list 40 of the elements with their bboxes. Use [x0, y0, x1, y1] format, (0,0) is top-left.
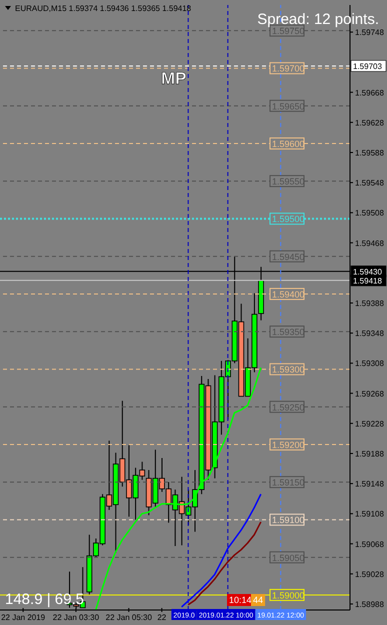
annotation: 44	[253, 595, 264, 605]
line-series	[180, 493, 262, 608]
y-tick-label: 1.59548	[355, 178, 384, 188]
y-tick-label: 1.59388	[355, 298, 384, 308]
y-tick-label: 1.59228	[355, 419, 384, 428]
y-tick-label: 1.59188	[355, 449, 384, 458]
ref-line-label: MP	[161, 68, 186, 88]
y-tick-label: 1.59108	[355, 510, 384, 519]
ref-line-label: 1.59700	[272, 64, 305, 74]
ref-line-label: 1.59400	[272, 289, 305, 300]
y-tick-label: 1.59268	[355, 389, 384, 398]
y-tick-label: 1.59468	[355, 238, 384, 248]
x-tick-label: 22 Jan 2019	[1, 613, 46, 622]
y-tick-label: 1.59668	[355, 88, 384, 98]
y-tick-label: 1.59418	[353, 276, 382, 286]
ref-line-label: 1.59000	[272, 590, 305, 600]
y-tick-label: 1.59348	[355, 329, 384, 338]
y-tick-label: 1.59628	[355, 118, 384, 128]
line-series	[95, 366, 262, 610]
annotation: 10:14	[229, 595, 252, 605]
y-tick-label: 1.59508	[355, 208, 384, 218]
ref-line-label: 1.59200	[272, 440, 305, 450]
y-tick-label: 1.59748	[355, 28, 384, 38]
y-tick-label: 1.59068	[355, 540, 384, 549]
ref-line-label: 1.59600	[272, 138, 305, 149]
y-tick-label: 1.59308	[355, 359, 384, 368]
line-series	[187, 521, 262, 606]
y-tick-label: 1.59148	[355, 480, 384, 489]
y-tick-label: 1.59703	[353, 62, 382, 71]
x-tick-label: 22 Jan 03:30	[52, 613, 100, 622]
y-tick-label: 1.58988	[355, 600, 384, 609]
ref-line-label: 1.59500	[272, 214, 305, 224]
ref-line-label: 1.59300	[272, 364, 305, 375]
x-tick-label: 22	[157, 613, 167, 622]
chart-title: EURAUD,M15 1.59374 1.59436 1.59365 1.59418	[15, 4, 192, 13]
ref-line-label: 1.59100	[272, 515, 305, 526]
y-tick-label: 1.59588	[355, 148, 384, 158]
y-tick-label: 1.59028	[355, 570, 384, 579]
y-tick-label: 1.59430	[353, 267, 382, 276]
x-tick-label: 22 Jan 05:30	[106, 613, 152, 622]
